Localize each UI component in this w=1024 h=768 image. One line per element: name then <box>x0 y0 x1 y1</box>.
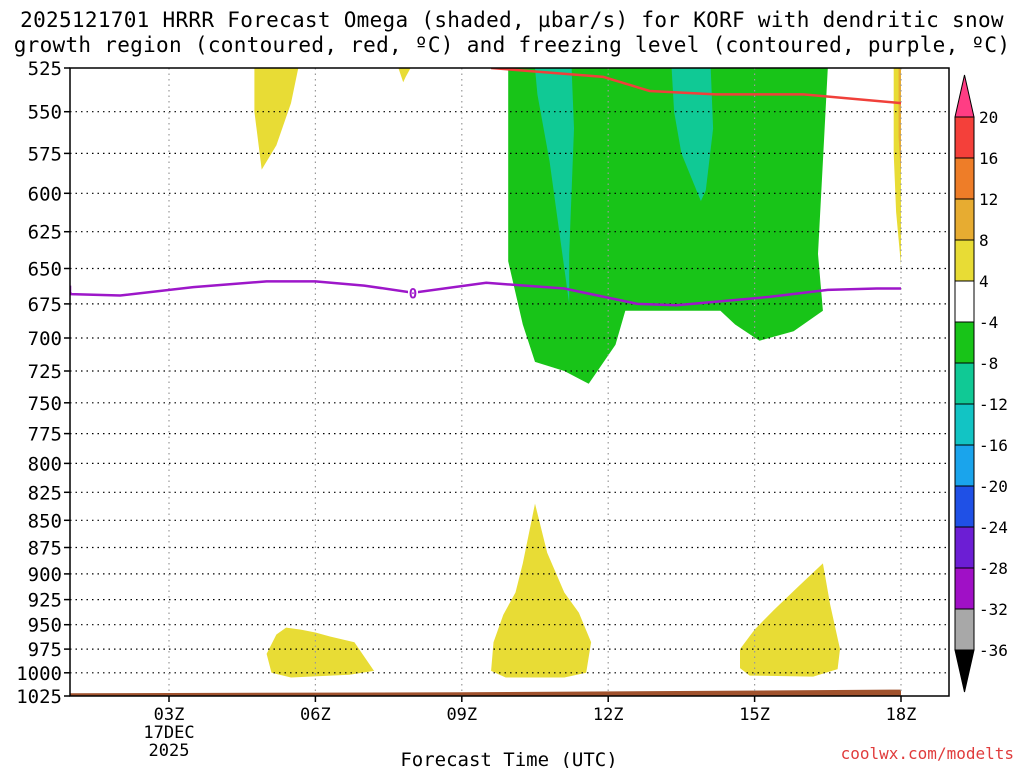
omega-region--4-7 <box>508 68 828 384</box>
colorbar-label-4: 4 <box>979 272 989 291</box>
colorbar-arrow-top <box>954 74 975 118</box>
colorbar-label-8: 8 <box>979 231 989 250</box>
omega-region-4-4 <box>266 627 374 678</box>
y-tick-label-600: 600 <box>28 183 62 205</box>
colorbar-box-2 <box>954 198 975 241</box>
colorbar-label-16: 16 <box>979 149 998 168</box>
colorbar-label--8: -8 <box>979 354 998 373</box>
colorbar-label-12: 12 <box>979 190 998 209</box>
colorbar-label--4: -4 <box>979 313 998 332</box>
colorbar-box-11 <box>954 567 975 610</box>
terrain-fill <box>70 689 901 696</box>
colorbar-box-5 <box>954 321 975 364</box>
y-tick-label-875: 875 <box>28 538 62 560</box>
contour-layer: 0 <box>70 68 902 307</box>
colorbar-label--24: -24 <box>979 518 1008 537</box>
date-label-day: 17DEC <box>143 723 194 743</box>
y-tick-label-750: 750 <box>28 393 62 415</box>
colorbar: 20 16 12 8 4 -4 -8 -12 -16 -20 -24 -28 -32 -36 <box>954 74 1008 693</box>
freezing-level-line <box>70 280 901 307</box>
omega-region--8-8 <box>535 68 574 304</box>
colorbar-box-4 <box>954 280 975 323</box>
colorbar-label--32: -32 <box>979 600 1008 619</box>
y-axis: 525 550 575 600 625 650 675 700 725 750 775 800 825 8… <box>16 58 70 708</box>
colorbar-box-8 <box>954 444 975 487</box>
colorbar-box-9 <box>954 485 975 528</box>
y-tick-label-975: 975 <box>28 639 62 661</box>
y-tick-label-650: 650 <box>28 259 62 281</box>
y-tick-label-550: 550 <box>28 102 62 124</box>
colorbar-box-6 <box>954 362 975 405</box>
colorbar-box-1 <box>954 157 975 200</box>
gridlines <box>70 68 949 696</box>
y-tick-label-850: 850 <box>28 510 62 532</box>
y-tick-label-800: 800 <box>28 453 62 475</box>
y-tick-label-900: 900 <box>28 564 62 586</box>
x-tick-label-09Z: 09Z <box>446 705 477 725</box>
colorbar-box-12 <box>954 608 975 651</box>
x-tick-label-15Z: 15Z <box>739 705 770 725</box>
x-tick-label-12Z: 12Z <box>593 705 624 725</box>
omega-region-4-6 <box>740 563 840 677</box>
x-tick-label-06Z: 06Z <box>300 705 331 725</box>
plot-frame <box>69 67 950 697</box>
y-tick-label-1025: 1025 <box>16 686 62 708</box>
omega-region-4-5 <box>491 503 592 678</box>
omega-region-4-0 <box>254 68 299 170</box>
colorbar-label--12: -12 <box>979 395 1008 414</box>
colorbar-label--16: -16 <box>979 436 1008 455</box>
date-label-year: 2025 <box>149 741 190 761</box>
colorbar-label--20: -20 <box>979 477 1008 496</box>
colorbar-box-0 <box>954 116 975 159</box>
y-tick-label-950: 950 <box>28 615 62 637</box>
x-tick-label-18Z: 18Z <box>886 705 917 725</box>
credit-link[interactable]: coolwx.com/modelts <box>840 744 1014 763</box>
colorbar-label--28: -28 <box>979 559 1008 578</box>
y-tick-label-575: 575 <box>28 143 62 165</box>
y-tick-label-925: 925 <box>28 590 62 612</box>
colorbar-box-3 <box>954 239 975 282</box>
y-tick-label-525: 525 <box>28 58 62 80</box>
y-tick-label-775: 775 <box>28 424 62 446</box>
y-tick-label-625: 625 <box>28 222 62 244</box>
freezing-label-halo <box>408 285 418 301</box>
y-tick-label-1000: 1000 <box>16 663 62 685</box>
x-tick-label-03Z: 03Z <box>154 705 185 725</box>
y-tick-label-725: 725 <box>28 361 62 383</box>
colorbar-arrow-bottom <box>954 649 975 693</box>
y-tick-label-675: 675 <box>28 294 62 316</box>
freezing-level-label: 0 <box>409 287 417 303</box>
colorbar-box-10 <box>954 526 975 569</box>
x-axis-title: Forecast Time (UTC) <box>400 749 617 768</box>
omega-region-4-1 <box>398 68 411 83</box>
y-tick-label-825: 825 <box>28 482 62 504</box>
chart-title-line-1: 2025121701 HRRR Forecast Omega (shaded, … <box>20 8 1004 32</box>
colorbar-label--36: -36 <box>979 641 1008 660</box>
dgz-contour-line <box>491 68 902 105</box>
omega-shading-layer <box>70 68 901 696</box>
chart-title-line-2: growth region (contoured, red, ºC) and f… <box>13 33 1011 57</box>
y-tick-label-700: 700 <box>28 328 62 350</box>
omega-region--8-9 <box>671 68 714 202</box>
colorbar-label-20: 20 <box>979 108 998 127</box>
omega-region-8-3 <box>898 68 901 178</box>
colorbar-box-7 <box>954 403 975 446</box>
